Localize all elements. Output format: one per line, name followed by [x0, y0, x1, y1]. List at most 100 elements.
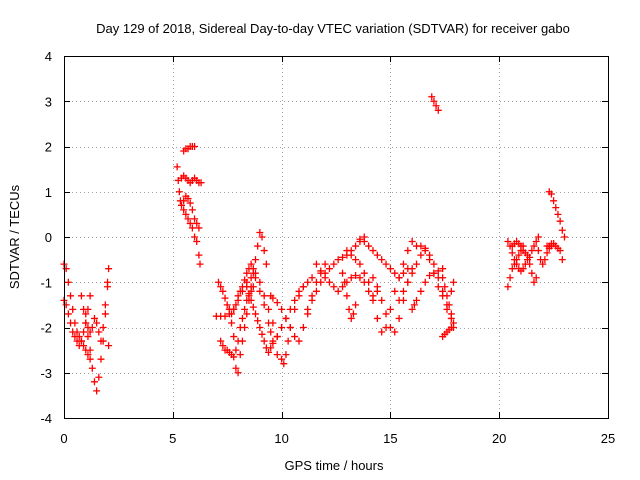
data-point [265, 319, 273, 327]
series-arc-18 [339, 269, 360, 322]
data-point [369, 274, 377, 282]
data-point [558, 256, 566, 264]
data-point [184, 195, 192, 203]
data-point [434, 283, 442, 291]
data-point [243, 269, 251, 277]
data-point [506, 274, 514, 282]
data-point [417, 251, 425, 259]
data-point [421, 244, 429, 252]
data-point [395, 296, 403, 304]
data-point [399, 269, 407, 277]
data-point [528, 269, 536, 277]
data-point [304, 278, 312, 286]
data-point [404, 247, 412, 255]
data-point [221, 294, 229, 302]
data-point [410, 301, 418, 309]
series-arc-29 [504, 238, 540, 286]
series-arc-26 [439, 274, 458, 309]
data-point [186, 199, 194, 207]
data-point [558, 226, 566, 234]
data-point [193, 238, 201, 246]
data-point [214, 278, 222, 286]
grid-lines [64, 56, 608, 418]
data-point [67, 292, 75, 300]
data-point [97, 355, 105, 363]
data-point [219, 287, 227, 295]
data-point [93, 387, 101, 395]
data-point [225, 305, 233, 313]
data-point [80, 328, 88, 336]
data-point [286, 324, 294, 331]
plot-frame [64, 56, 609, 419]
y-tick-label: 1 [45, 185, 52, 200]
data-point [543, 249, 551, 257]
data-point [391, 269, 399, 277]
data-point [265, 348, 273, 356]
data-point [369, 296, 377, 304]
data-point [445, 301, 453, 309]
data-point [532, 238, 540, 246]
series-arc-21 [369, 265, 416, 336]
data-point [265, 305, 273, 313]
data-point [191, 215, 199, 223]
data-point [360, 238, 368, 246]
series-arc-11 [217, 228, 270, 377]
data-point [547, 190, 555, 198]
data-point [105, 342, 113, 350]
data-point [90, 378, 98, 386]
x-axis-label: GPS time / hours [285, 458, 384, 473]
data-point [528, 247, 536, 255]
data-point [228, 319, 236, 327]
data-point [219, 342, 227, 350]
data-point [550, 197, 558, 205]
data-point [382, 260, 390, 268]
data-point [352, 301, 360, 309]
data-point [352, 271, 360, 279]
data-point [86, 355, 94, 363]
data-point [75, 342, 83, 350]
data-point [254, 317, 262, 325]
data-point [284, 337, 292, 345]
data-point [241, 305, 249, 313]
data-point [282, 351, 290, 359]
data-point [515, 251, 523, 259]
data-point [247, 296, 255, 304]
data-point [341, 278, 349, 286]
data-point [365, 287, 373, 295]
data-point [426, 271, 434, 279]
data-point [534, 247, 542, 255]
data-point [365, 242, 373, 250]
data-point [369, 247, 377, 255]
chart-title: Day 129 of 2018, Sidereal Day-to-day VTE… [96, 21, 570, 36]
data-point [299, 283, 307, 291]
series-arc-25 [428, 93, 442, 114]
data-point [339, 283, 347, 291]
data-point [417, 242, 425, 250]
data-point [197, 179, 205, 187]
series-arc-30 [508, 238, 527, 250]
data-point [554, 210, 562, 218]
data-point [230, 353, 238, 361]
data-point [312, 260, 320, 268]
data-point [378, 256, 386, 264]
data-point [299, 324, 307, 331]
data-point [560, 233, 568, 241]
data-point [504, 283, 512, 291]
data-point [413, 296, 421, 304]
series-arc-8 [180, 192, 203, 232]
data-point [523, 256, 531, 264]
y-tick-label: 4 [45, 49, 52, 64]
data-point [450, 324, 458, 331]
data-point [430, 269, 438, 277]
x-tick-labels: 0 5 10 15 20 25 [60, 431, 615, 446]
data-point [417, 287, 425, 295]
data-point [249, 265, 257, 273]
data-point [71, 333, 79, 341]
data-point [267, 328, 275, 336]
data-point [382, 310, 390, 318]
data-point [236, 324, 244, 331]
data-point [519, 242, 527, 250]
data-point [504, 238, 512, 246]
data-point [251, 274, 259, 282]
data-point [360, 269, 368, 277]
